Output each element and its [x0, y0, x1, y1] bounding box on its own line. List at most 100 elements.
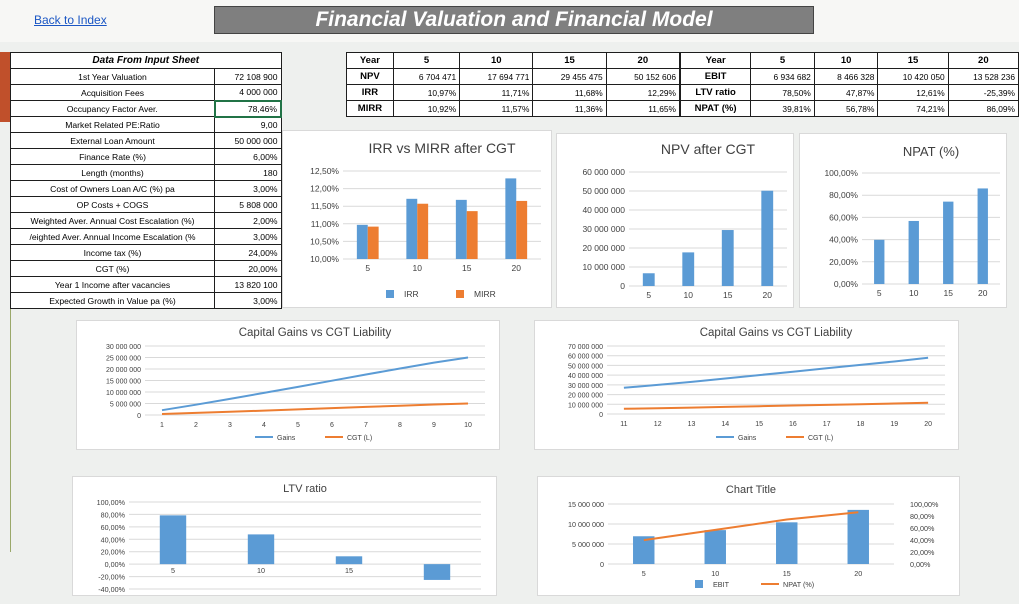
y-tick-label: 40 000 000	[582, 205, 625, 215]
column-header[interactable]: 10	[813, 52, 879, 69]
input-label: Income tax (%)	[9, 244, 216, 261]
table-cell[interactable]: -25,39%	[947, 84, 1019, 101]
x-tick-label: 5	[171, 566, 175, 575]
table-cell[interactable]: 11,71%	[459, 84, 534, 101]
y-tick-label: 0	[137, 413, 141, 420]
input-value-cell[interactable]: 9,00	[214, 116, 282, 133]
chart-irr-vs-mirr[interactable]: IRR vs MIRR after CGT 10,00% 10,50% 11,00% 1…	[282, 130, 552, 308]
table-cell[interactable]: 8 466 328	[813, 68, 879, 85]
table-cell[interactable]: 78,50%	[750, 84, 815, 101]
table-cell[interactable]: 11,65%	[605, 100, 681, 117]
y-tick-label: 15 000 000	[106, 379, 141, 386]
input-value-cell[interactable]: 24,00%	[214, 244, 282, 261]
row-header[interactable]: NPV	[346, 68, 394, 85]
series-line	[623, 356, 929, 389]
bar	[761, 190, 774, 286]
table-cell[interactable]: 39,81%	[750, 100, 815, 117]
input-row: Year 1 Income after vacancies 13 820 100	[9, 276, 282, 293]
input-value-cell[interactable]: 13 820 100	[214, 276, 282, 293]
input-label: Cost of Owners Loan A/C (%) pa	[9, 180, 216, 197]
column-header[interactable]: Year	[679, 52, 752, 69]
chart-npat[interactable]: NPAT (%) 0,00% 20,00% 40,00% 60,00% 80,00% 100…	[799, 133, 1007, 308]
input-value-cell[interactable]: 180	[214, 164, 282, 181]
row-header[interactable]: LTV ratio	[679, 84, 752, 101]
column-header[interactable]: 5	[392, 52, 461, 69]
chart-title: NPAT (%)	[903, 144, 959, 159]
input-value-cell[interactable]: 2,00%	[214, 212, 282, 229]
input-value-cell[interactable]: 72 108 900	[214, 68, 282, 85]
input-value-cell[interactable]: 4 000 000	[214, 84, 282, 101]
row-header[interactable]: NPAT (%)	[679, 100, 752, 117]
x-tick-label: 10	[684, 290, 694, 300]
column-header[interactable]: 10	[459, 52, 534, 69]
column-header[interactable]: Year	[346, 52, 394, 69]
chart-ebit-npat[interactable]: Chart Title 0 5 000 000 10 000 000 15 000 00…	[537, 476, 960, 596]
column-header[interactable]: 20	[605, 52, 681, 69]
x-tick-label: 10	[464, 422, 472, 429]
chart-ltv-ratio[interactable]: LTV ratio -40,00% -20,00% 0,00% 20,00% 40,00%…	[72, 476, 497, 596]
back-to-index-link[interactable]: Back to Index	[34, 13, 107, 27]
table-cell[interactable]: 50 152 606	[605, 68, 681, 85]
table-cell[interactable]: 10,92%	[392, 100, 461, 117]
table-cell[interactable]: 29 455 475	[532, 68, 607, 85]
table-cell[interactable]: 11,68%	[532, 84, 607, 101]
column-header[interactable]: 15	[877, 52, 949, 69]
table-cell[interactable]: 10,97%	[392, 84, 461, 101]
table-cell[interactable]: 11,57%	[459, 100, 534, 117]
input-value-cell[interactable]: 20,00%	[214, 260, 282, 277]
table-cell[interactable]: 56,78%	[813, 100, 879, 117]
table-cell[interactable]: 17 694 771	[459, 68, 534, 85]
column-header[interactable]: 5	[750, 52, 815, 69]
table-cell[interactable]: 12,61%	[877, 84, 949, 101]
chart-title: Capital Gains vs CGT Liability	[700, 327, 853, 339]
table-cell[interactable]: 74,21%	[877, 100, 949, 117]
input-row: Cost of Owners Loan A/C (%) pa 3,00%	[9, 180, 282, 197]
input-value-cell[interactable]: 3,00%	[214, 228, 282, 245]
x-tick-label: 4	[262, 422, 266, 429]
input-value-cell[interactable]: 50 000 000	[214, 132, 282, 149]
y-tick-label: 12,00%	[310, 184, 339, 194]
table-row: NPAT (%) 39,81% 56,78% 74,21% 86,09%	[679, 100, 1019, 117]
legend-label: IRR	[404, 289, 419, 299]
column-header[interactable]: 20	[947, 52, 1019, 69]
chart-title: IRR vs MIRR after CGT	[368, 140, 515, 156]
y-tick-label: 100,00%	[824, 168, 858, 178]
row-header[interactable]: MIRR	[346, 100, 394, 117]
input-value-cell[interactable]: 6,00%	[214, 148, 282, 165]
chart-npv[interactable]: NPV after CGT 0 10 000 000 20 000 000 30 000…	[556, 133, 794, 308]
input-value-cell[interactable]: 78,46%	[213, 99, 283, 118]
bar	[417, 203, 429, 259]
chart-capital-gains-11-20[interactable]: Capital Gains vs CGT Liability 0 10 000 00…	[534, 320, 959, 450]
table-cell[interactable]: 6 934 682	[750, 68, 815, 85]
table-cell[interactable]: 86,09%	[947, 100, 1019, 117]
x-tick-label: 10	[909, 288, 919, 298]
bar	[721, 230, 734, 286]
table-cell[interactable]: 47,87%	[813, 84, 879, 101]
input-label: 1st Year Valuation	[9, 68, 216, 85]
column-header[interactable]: 15	[532, 52, 607, 69]
row-header[interactable]: IRR	[346, 84, 394, 101]
bar	[682, 252, 695, 286]
table-cell[interactable]: 11,36%	[532, 100, 607, 117]
table-cell[interactable]: 12,29%	[605, 84, 681, 101]
x-tick-label: 20	[512, 263, 522, 273]
y-tick-label: -40,00%	[98, 585, 125, 594]
input-label: Year 1 Income after vacancies	[9, 276, 216, 293]
y-tick-label: 60,00%	[101, 523, 126, 532]
x-tick-label: 20	[978, 288, 988, 298]
input-value-cell[interactable]: 3,00%	[214, 292, 282, 309]
y-tick-label: 10 000 000	[568, 520, 604, 529]
input-value-cell[interactable]: 5 808 000	[214, 196, 282, 213]
bar	[505, 178, 517, 259]
table-cell[interactable]: 10 420 050	[877, 68, 949, 85]
x-tick-label: 20	[924, 421, 932, 428]
y2-tick-label: 40,00%	[910, 536, 935, 545]
table-cell[interactable]: 6 704 471	[392, 68, 461, 85]
table-cell[interactable]: 13 528 236	[947, 68, 1019, 85]
legend-label: MIRR	[474, 289, 496, 299]
y-tick-label: 60,00%	[829, 212, 858, 222]
chart-capital-gains-1-10[interactable]: Capital Gains vs CGT Liability 0 5 000 000…	[76, 320, 500, 450]
input-value-cell[interactable]: 3,00%	[214, 180, 282, 197]
row-header[interactable]: EBIT	[679, 68, 752, 85]
x-tick-label: 16	[789, 421, 797, 428]
